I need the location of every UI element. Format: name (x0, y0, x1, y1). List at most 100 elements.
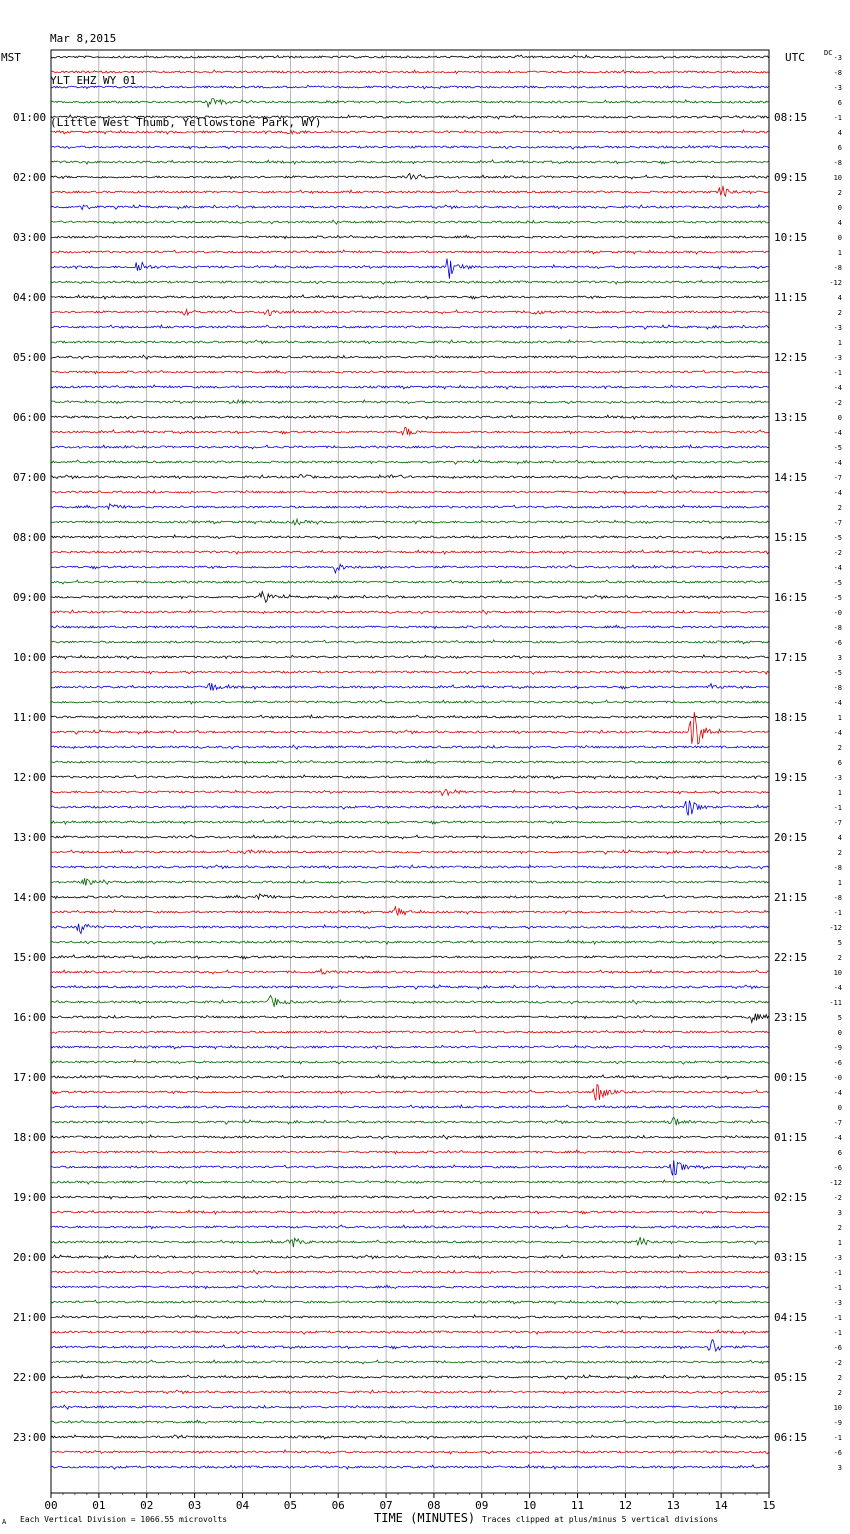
utc-hour-label: 04:15 (774, 1311, 807, 1324)
dc-offset-label: 2 (838, 1374, 842, 1382)
dc-offset-label: 10 (834, 969, 842, 977)
dc-offset-label: -5 (834, 594, 842, 602)
trace-row (50, 639, 769, 645)
mst-hour-label: 21:00 (13, 1311, 46, 1324)
trace-row (50, 1419, 769, 1424)
trace-row (50, 1404, 769, 1410)
trace-row (51, 1313, 769, 1320)
dc-offset-label: -4 (834, 489, 842, 497)
mst-hour-label: 03:00 (13, 231, 46, 244)
x-tick-label: 15 (762, 1499, 775, 1512)
dc-offset-label: 10 (834, 174, 842, 182)
trace-row (50, 414, 769, 421)
trace-row (50, 923, 769, 935)
x-tick-label: 08 (427, 1499, 440, 1512)
trace-row (50, 834, 769, 840)
trace-row (50, 1013, 769, 1024)
trace-row (50, 294, 769, 301)
trace-row (50, 682, 769, 691)
dc-offset-label: 0 (838, 1029, 842, 1037)
dc-offset-label: -8 (834, 894, 842, 902)
utc-hour-label: 21:15 (774, 891, 807, 904)
trace-row (50, 967, 769, 975)
dc-offset-label: 2 (838, 309, 842, 317)
trace-row (50, 819, 769, 826)
trace-row (50, 1253, 769, 1260)
trace-row (50, 338, 769, 345)
x-tick-label: 02 (140, 1499, 153, 1512)
dc-offset-label: 2 (838, 504, 842, 512)
trace-row (50, 533, 769, 540)
dc-offset-label: -5 (834, 444, 842, 452)
trace-row (50, 1149, 769, 1155)
utc-hour-label: 15:15 (774, 531, 807, 544)
dc-offset-label: -2 (834, 549, 842, 557)
dc-offset-label: -3 (834, 1254, 842, 1262)
trace-row (50, 1178, 769, 1185)
x-tick-label: 01 (92, 1499, 105, 1512)
dc-offset-label: -5 (834, 579, 842, 587)
utc-hour-label: 12:15 (774, 351, 807, 364)
trace-row (50, 1388, 769, 1395)
x-tick-label: 12 (619, 1499, 632, 1512)
dc-offset-label: -4 (834, 699, 842, 707)
trace-row (50, 1236, 769, 1248)
trace-row (50, 84, 769, 90)
trace-row (50, 1074, 769, 1081)
trace-row (51, 1116, 769, 1126)
trace-row (50, 279, 769, 285)
utc-hour-label: 10:15 (774, 231, 807, 244)
dc-offset-label: 6 (838, 99, 842, 107)
mst-hour-label: 17:00 (13, 1071, 46, 1084)
trace-row (50, 234, 769, 240)
dc-offset-label: 0 (838, 1104, 842, 1112)
dc-offset-label: -7 (834, 819, 842, 827)
mst-hour-label: 20:00 (13, 1251, 46, 1264)
dc-offset-label: -4 (834, 459, 842, 467)
dc-offset-label: -1 (834, 804, 842, 812)
x-tick-label: 14 (715, 1499, 729, 1512)
dc-offset-label: -1 (834, 1434, 842, 1442)
trace-row (50, 1374, 769, 1380)
trace-row (50, 489, 769, 495)
dc-offset-label: -3 (834, 354, 842, 362)
dc-offset-label: 2 (838, 1224, 842, 1232)
dc-offset-label: 6 (838, 759, 842, 767)
trace-row (50, 144, 769, 150)
mst-hour-label: 06:00 (13, 411, 46, 424)
dc-offset-label: -1 (834, 1269, 842, 1277)
left-timezone-label: MST (1, 51, 21, 64)
trace-row (50, 354, 769, 360)
right-timezone-label: UTC (785, 51, 805, 64)
dc-offset-label: 10 (834, 1404, 842, 1412)
trace-row (50, 984, 769, 990)
header: Mar 8,2015 YLT EHZ WY 01 (Little West Th… (50, 4, 322, 144)
mst-hour-label: 07:00 (13, 471, 46, 484)
dc-offset-label: -0 (834, 609, 842, 617)
mst-hour-label: 18:00 (13, 1131, 46, 1144)
trace-row (50, 954, 769, 960)
trace-row (50, 54, 769, 60)
dc-offset-label: -1 (834, 114, 842, 122)
dc-offset-label: -1 (834, 909, 842, 917)
trace-row (50, 1299, 769, 1305)
dc-offset-label: -8 (834, 159, 842, 167)
x-tick-label: 11 (571, 1499, 584, 1512)
utc-hour-label: 03:15 (774, 1251, 807, 1264)
mst-hour-label: 13:00 (13, 831, 46, 844)
dc-offset-label: -8 (834, 264, 842, 272)
dc-offset-label: -4 (834, 984, 842, 992)
utc-hour-label: 00:15 (774, 1071, 807, 1084)
utc-hour-label: 06:15 (774, 1431, 807, 1444)
dc-offset-label: -6 (834, 1344, 842, 1352)
trace-row (50, 774, 769, 780)
trace-row (50, 994, 769, 1007)
mst-hour-label: 19:00 (13, 1191, 46, 1204)
trace-row (50, 307, 769, 317)
dc-offset-label: -2 (834, 399, 842, 407)
dc-offset-label: -3 (834, 774, 842, 782)
mst-hour-label: 12:00 (13, 771, 46, 784)
dc-offset-label: -7 (834, 474, 842, 482)
trace-row (50, 800, 769, 816)
